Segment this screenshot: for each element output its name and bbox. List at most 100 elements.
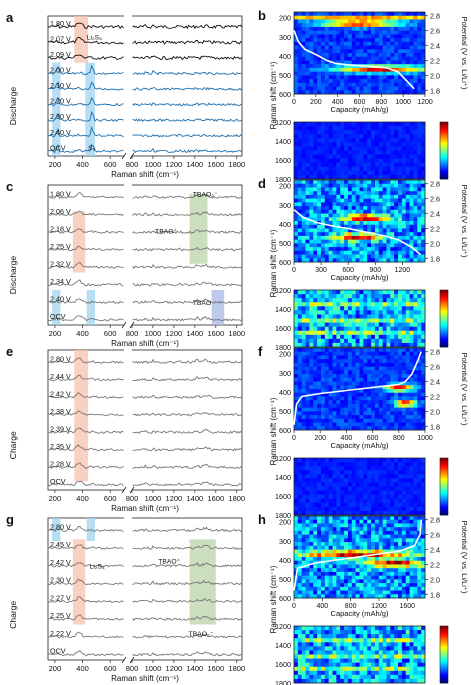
heatmap-cell [409, 583, 414, 588]
heatmap-cell [421, 381, 426, 386]
heatmap-cell [405, 53, 410, 58]
heatmap-cell [340, 411, 345, 416]
heatmap-cell [317, 362, 322, 368]
heatmap-cell [336, 510, 341, 516]
heatmap-cell [320, 122, 326, 127]
heatmap-cell [297, 670, 303, 676]
heatmap-cell [363, 56, 368, 61]
colorbar-cell [440, 131, 448, 134]
heatmap-cell [344, 19, 349, 24]
heatmap-cell [398, 538, 403, 543]
heatmap-cell [301, 530, 306, 536]
heatmap-cell [313, 519, 318, 524]
heatmap-cell [394, 221, 399, 226]
heatmap-cell [317, 170, 322, 176]
heatmap-cell [363, 466, 368, 471]
heatmap-cell [378, 183, 384, 188]
heatmap-cell [301, 90, 306, 95]
heatmap-cell [328, 362, 333, 368]
heatmap-cell [305, 232, 310, 237]
heatmap-cell [409, 183, 414, 188]
heatmap-cell [394, 170, 399, 176]
heatmap-cell [313, 146, 318, 151]
heatmap-cell [324, 75, 330, 80]
heatmap-cell [390, 374, 395, 379]
axis-break-mark [121, 486, 127, 494]
heatmap-cell [413, 418, 418, 423]
heatmap-cell [413, 228, 418, 233]
colorbar-cell [440, 169, 448, 172]
heatmap-cell [371, 530, 376, 536]
heatmap-cell [305, 634, 310, 639]
potential-tick-label: 2.6 [430, 27, 440, 36]
x-tick-label: 400 [76, 329, 89, 338]
heatmap-cell [324, 202, 330, 207]
heatmap-cell [401, 482, 407, 487]
heatmap-cell [328, 71, 333, 76]
heatmap-cell [340, 571, 345, 577]
heatmap-cell [332, 250, 337, 255]
heatmap-cell [297, 198, 303, 203]
heatmap-cell [386, 15, 391, 20]
heatmap-cell [409, 150, 414, 155]
heatmap-cell [386, 400, 391, 405]
heatmap-cell [405, 82, 410, 87]
heatmap-cell [390, 217, 395, 222]
heatmap-cell [367, 53, 372, 58]
colorbar-cell [440, 331, 448, 335]
heatmap-cell [421, 557, 426, 562]
heatmap-cell [344, 564, 349, 569]
heatmap-cell [309, 362, 314, 368]
heatmap-cell [294, 146, 299, 151]
heatmap-cell [371, 538, 376, 543]
heatmap-cell [355, 351, 360, 356]
heatmap-cell [301, 306, 306, 311]
heatmap-cell [324, 56, 330, 61]
heatmap-cell [324, 482, 330, 487]
heatmap-cell [398, 490, 403, 496]
heatmap-cell [371, 166, 376, 172]
heatmap-cell [371, 502, 376, 508]
heatmap-cell [297, 30, 303, 35]
heatmap-cell [413, 322, 418, 328]
heatmap-cell [401, 326, 407, 332]
heatmap-cell [351, 146, 357, 151]
heatmap-cell [386, 530, 391, 536]
heatmap-cell [347, 586, 353, 591]
heatmap-cell [359, 359, 364, 364]
heatmap-cell [378, 258, 384, 263]
heatmap-cell [305, 64, 310, 69]
heatmap-cell [371, 75, 376, 80]
heatmap-cell [382, 502, 387, 508]
heatmap-cell [394, 198, 399, 203]
heatmap-cell [324, 228, 330, 233]
heatmap-cell [374, 426, 380, 431]
heatmap-cell [351, 579, 357, 584]
y-tick-label: 300 [279, 201, 291, 210]
heatmap-cell [386, 86, 391, 91]
heatmap-cell [305, 530, 310, 536]
heatmap-cell [309, 243, 314, 248]
heatmap-cell [347, 41, 353, 46]
heatmap-cell [398, 334, 403, 340]
heatmap-cell [313, 298, 318, 303]
heatmap-cell [394, 306, 399, 311]
heatmap-cell [394, 538, 399, 543]
heatmap-cell [305, 482, 310, 487]
heatmap-cell [378, 557, 384, 562]
heatmap-cell [382, 542, 387, 547]
heatmap-cell [336, 45, 341, 50]
heatmap-cell [305, 134, 310, 139]
heatmap-cell [378, 254, 384, 259]
heatmap-cell [417, 418, 422, 423]
heatmap-cell [317, 482, 322, 487]
heatmap-cell [409, 187, 414, 192]
heatmap-cell [301, 575, 306, 580]
y-tick-label: 200 [279, 14, 291, 23]
heatmap-cell [386, 490, 391, 496]
heatmap-cell [355, 15, 360, 20]
heatmap-cell [363, 90, 368, 95]
heatmap-cell [294, 134, 299, 139]
heatmap-cell [371, 126, 376, 131]
heatmap-cell [374, 90, 380, 95]
